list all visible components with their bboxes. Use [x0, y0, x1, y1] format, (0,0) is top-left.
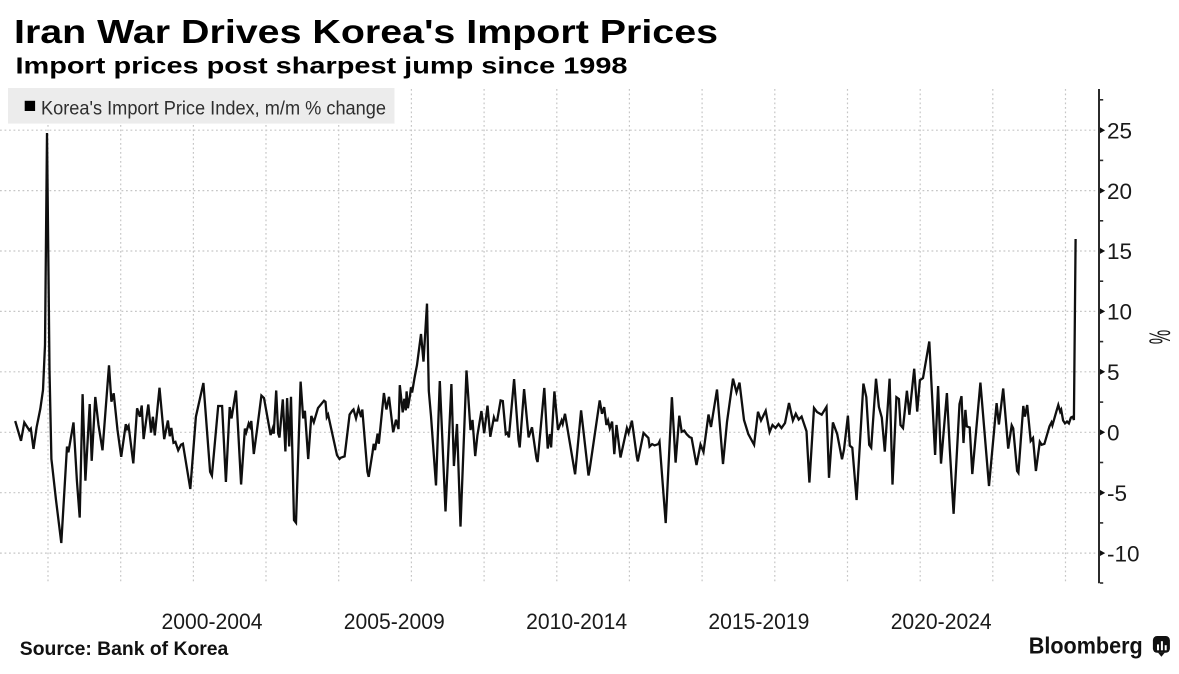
- svg-text:10: 10: [1107, 300, 1132, 325]
- svg-text:2000-2004: 2000-2004: [162, 609, 263, 634]
- svg-text:20: 20: [1107, 179, 1132, 204]
- svg-text:Import prices post sharpest ju: Import prices post sharpest jump since 1…: [16, 52, 628, 78]
- svg-text:25: 25: [1107, 118, 1132, 143]
- svg-text:Korea's Import Price Index, m/: Korea's Import Price Index, m/m % change: [41, 99, 386, 120]
- svg-text:Iran War Drives Korea's Import: Iran War Drives Korea's Import Prices: [14, 13, 718, 50]
- svg-text:2005-2009: 2005-2009: [344, 609, 445, 634]
- svg-text:%: %: [1144, 330, 1177, 344]
- svg-text:-5: -5: [1107, 481, 1127, 506]
- svg-text:15: 15: [1107, 239, 1132, 264]
- svg-text:Bloomberg: Bloomberg: [1029, 633, 1143, 659]
- svg-text:0: 0: [1107, 421, 1120, 446]
- svg-text:Source: Bank of Korea: Source: Bank of Korea: [20, 639, 229, 660]
- svg-text:2020-2024: 2020-2024: [891, 609, 992, 634]
- svg-text:2010-2014: 2010-2014: [526, 609, 627, 634]
- svg-text:-10: -10: [1107, 541, 1140, 566]
- svg-text:2015-2019: 2015-2019: [708, 609, 809, 634]
- svg-text:5: 5: [1107, 360, 1120, 385]
